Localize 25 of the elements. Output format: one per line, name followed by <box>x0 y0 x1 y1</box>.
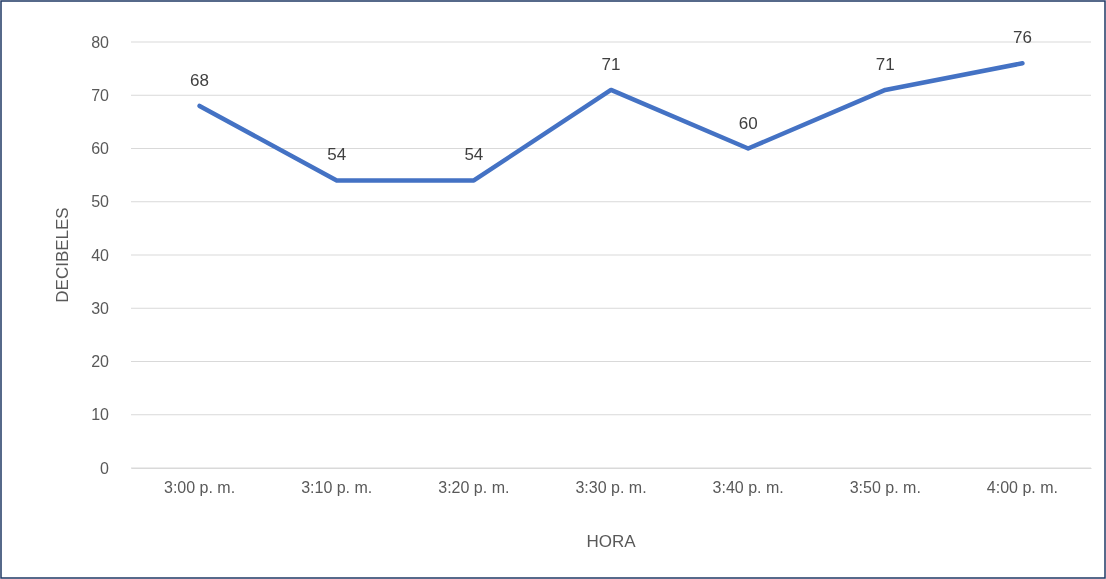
x-tick-label: 3:50 p. m. <box>849 479 921 497</box>
y-tick-label: 30 <box>91 299 110 317</box>
data-label: 71 <box>875 54 895 74</box>
x-axis-title: HORA <box>586 532 637 551</box>
y-tick-label: 50 <box>91 193 110 211</box>
y-tick-label: 60 <box>91 140 110 158</box>
y-tick-label: 70 <box>91 86 110 104</box>
y-tick-label: 20 <box>91 353 110 371</box>
x-tick-label: 4:00 p. m. <box>986 479 1059 497</box>
x-tick-label: 3:30 p. m. <box>575 479 647 497</box>
x-tick-label: 3:40 p. m. <box>712 479 784 497</box>
y-tick-label: 80 <box>91 33 110 51</box>
y-tick-label: 0 <box>100 459 110 477</box>
x-tick-label: 3:20 p. m. <box>438 479 510 497</box>
y-tick-label: 10 <box>91 406 110 424</box>
x-tick-label: 3:10 p. m. <box>301 479 373 497</box>
x-tick-label: 3:00 p. m. <box>163 479 236 497</box>
data-label: 71 <box>601 54 621 74</box>
data-label: 76 <box>1012 28 1032 48</box>
y-tick-label: 40 <box>91 246 110 264</box>
data-label: 68 <box>190 70 210 90</box>
data-label: 54 <box>464 145 484 165</box>
data-label: 54 <box>327 145 347 165</box>
data-label: 60 <box>738 113 758 133</box>
y-axis-title: DECIBELES <box>53 207 72 303</box>
